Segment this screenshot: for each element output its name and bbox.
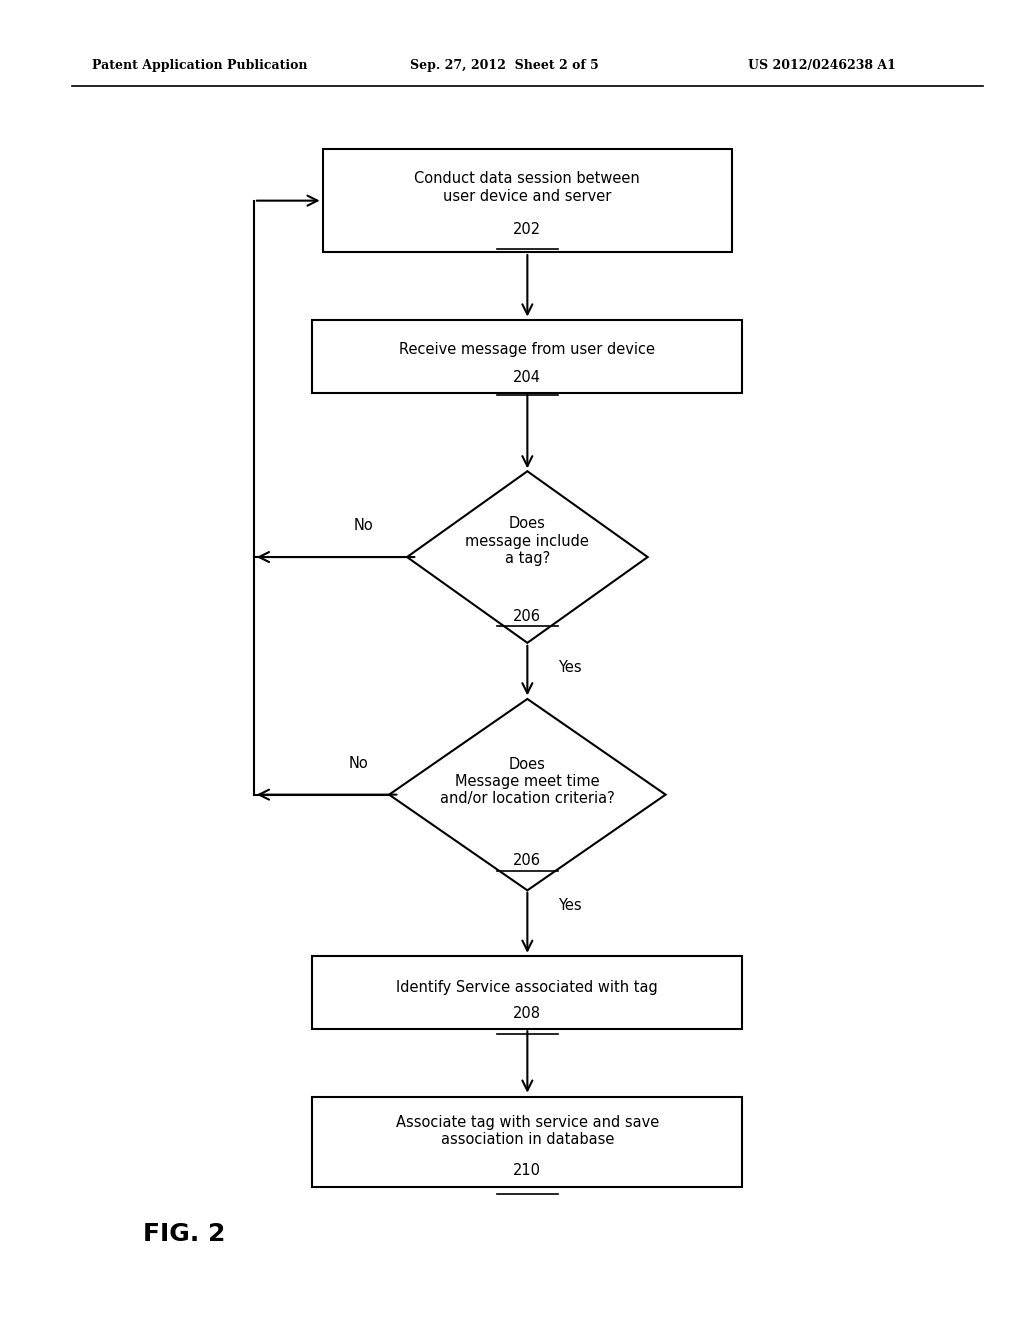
Text: Receive message from user device: Receive message from user device <box>399 342 655 358</box>
FancyBboxPatch shape <box>312 1097 742 1187</box>
Text: Associate tag with service and save
association in database: Associate tag with service and save asso… <box>395 1115 659 1147</box>
Polygon shape <box>408 471 648 643</box>
Text: Does
message include
a tag?: Does message include a tag? <box>466 516 589 566</box>
Text: Identify Service associated with tag: Identify Service associated with tag <box>396 979 658 995</box>
Text: 208: 208 <box>513 1006 542 1022</box>
Text: 206: 206 <box>513 609 542 624</box>
Text: No: No <box>353 519 374 533</box>
Text: No: No <box>348 756 369 771</box>
Text: US 2012/0246238 A1: US 2012/0246238 A1 <box>748 59 895 73</box>
FancyBboxPatch shape <box>312 956 742 1030</box>
Text: FIG. 2: FIG. 2 <box>143 1222 225 1246</box>
Text: 206: 206 <box>513 853 542 869</box>
Text: Sep. 27, 2012  Sheet 2 of 5: Sep. 27, 2012 Sheet 2 of 5 <box>410 59 598 73</box>
Text: Does
Message meet time
and/or location criteria?: Does Message meet time and/or location c… <box>440 756 614 807</box>
Polygon shape <box>389 700 666 890</box>
FancyBboxPatch shape <box>312 319 742 393</box>
Text: Patent Application Publication: Patent Application Publication <box>92 59 307 73</box>
Text: 202: 202 <box>513 222 542 238</box>
Text: Yes: Yes <box>558 660 582 675</box>
Text: 204: 204 <box>513 370 542 385</box>
Text: 210: 210 <box>513 1163 542 1179</box>
Text: Conduct data session between
user device and server: Conduct data session between user device… <box>415 172 640 203</box>
FancyBboxPatch shape <box>323 149 732 252</box>
Text: Yes: Yes <box>558 898 582 912</box>
